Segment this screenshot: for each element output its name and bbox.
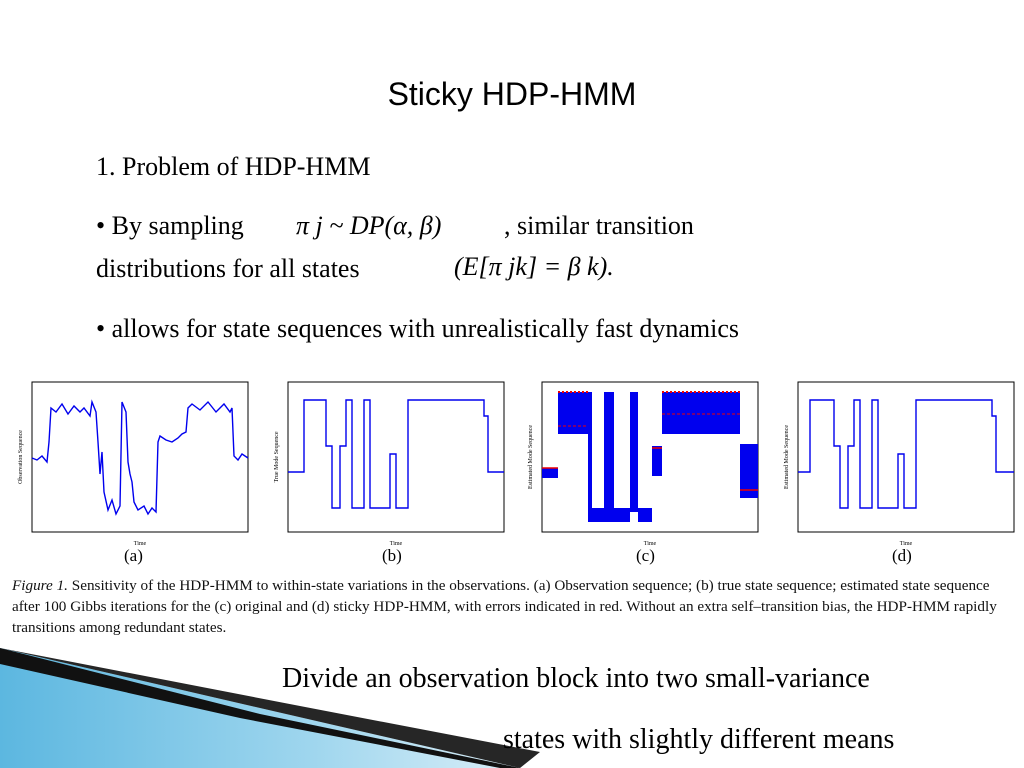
section-heading: 1. Problem of HDP-HMM bbox=[96, 152, 371, 181]
panel-d-mode-line bbox=[798, 399, 1014, 509]
panel-c-block-3 bbox=[588, 392, 592, 522]
caption-text: Sensitivity of the HDP-HMM to within-sta… bbox=[12, 577, 997, 636]
panel-c-block-7 bbox=[630, 392, 638, 512]
bullet-1-text: • By sampling bbox=[96, 211, 244, 240]
panel-a-label: (a) bbox=[124, 546, 143, 565]
note-line-1: Divide an observation block into two sma… bbox=[282, 663, 870, 694]
bullet-2-text: • allows for state sequences with unreal… bbox=[96, 314, 740, 343]
panel-b-mode-line bbox=[288, 399, 504, 509]
panel-a-observation-line bbox=[31, 399, 249, 516]
bullet-1-line2: distributions for all states bbox=[96, 254, 360, 283]
panel-d-frame bbox=[797, 381, 1015, 533]
panel-b-label: (b) bbox=[382, 546, 402, 565]
caption-label: Figure 1. bbox=[12, 577, 68, 594]
panel-b-xlabel: Time bbox=[390, 541, 403, 547]
panel-c: Estimated Mode Sequence Time bbox=[528, 381, 759, 547]
panel-b-ylabel: True Mode Sequence bbox=[274, 431, 280, 482]
panel-c-block-9 bbox=[652, 446, 662, 476]
panel-c-block-11 bbox=[740, 444, 758, 498]
bullet-1-math: π j ~ DP(α, β) bbox=[296, 211, 442, 240]
note-line-2: states with slightly different means bbox=[503, 724, 895, 755]
panel-c-block-10 bbox=[662, 392, 740, 434]
bullet-1-text-cont: , similar transition bbox=[504, 211, 694, 240]
panel-a-xlabel: Time bbox=[134, 541, 147, 547]
figure-panels-svg: Observation Sequence Time True Mode Sequ… bbox=[18, 381, 1015, 547]
panel-c-xlabel: Time bbox=[644, 541, 657, 547]
panel-d-label: (d) bbox=[892, 546, 912, 565]
slide-title: Sticky HDP-HMM bbox=[387, 76, 637, 112]
panel-c-ylabel: Estimated Mode Sequence bbox=[528, 425, 534, 489]
panel-d: Estimated Mode Sequence Time bbox=[784, 381, 1015, 547]
panel-c-block-6 bbox=[614, 508, 630, 522]
bullet-1-math2: (E[π jk] = β k). bbox=[454, 252, 614, 281]
panel-c-block-5 bbox=[604, 392, 614, 522]
figure: Observation Sequence Time True Mode Sequ… bbox=[0, 378, 1024, 573]
panel-c-block-8 bbox=[638, 508, 652, 522]
figure-caption: Figure 1. Sensitivity of the HDP-HMM to … bbox=[12, 575, 1014, 638]
panel-c-block-4 bbox=[592, 508, 604, 522]
panel-c-block-1 bbox=[542, 468, 558, 478]
panel-a-frame bbox=[31, 381, 249, 533]
panel-a-ylabel: Observation Sequence bbox=[18, 430, 24, 484]
panel-a: Observation Sequence Time bbox=[18, 381, 249, 547]
panel-d-ylabel: Estimated Mode Sequence bbox=[784, 425, 790, 489]
panel-d-xlabel: Time bbox=[900, 541, 913, 547]
panel-b: True Mode Sequence Time bbox=[274, 381, 505, 547]
panel-c-block-2 bbox=[558, 392, 588, 434]
panel-c-label: (c) bbox=[636, 546, 655, 565]
panel-b-frame bbox=[287, 381, 505, 533]
